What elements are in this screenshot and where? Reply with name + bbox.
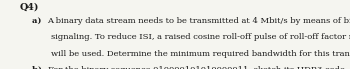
Text: Q4): Q4): [19, 2, 38, 11]
Text: will be used. Determine the minimum required bandwidth for this transmission.: will be used. Determine the minimum requ…: [51, 50, 350, 58]
Text: a): a): [32, 17, 44, 25]
Text: signaling. To reduce ISI, a raised cosine roll-off pulse of roll-off factor r = : signaling. To reduce ISI, a raised cosin…: [51, 33, 350, 41]
Text: For the binary sequence 010000101010000011, sketch its HDB3 code.: For the binary sequence 0100001010100000…: [48, 66, 348, 69]
Text: b): b): [32, 66, 44, 69]
Text: A binary data stream needs to be transmitted at 4 Mbit/s by means of binary: A binary data stream needs to be transmi…: [47, 17, 350, 25]
